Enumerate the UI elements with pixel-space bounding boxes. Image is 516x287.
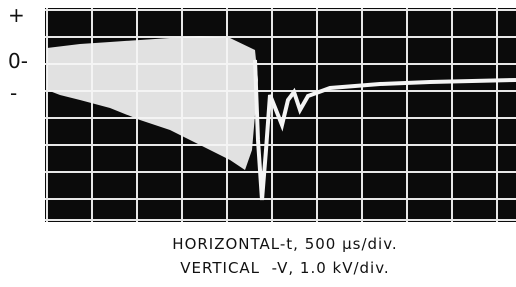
minus-label: - bbox=[10, 81, 17, 105]
zero-label: 0- bbox=[8, 49, 28, 73]
scope-screen bbox=[45, 8, 516, 222]
plus-label: + bbox=[8, 3, 25, 27]
figure: + 0- - HORIZONTAL-t, 500 µs/div. VERTICA… bbox=[0, 0, 516, 287]
caption-line: HORIZONTAL-t, 500 µs/div. bbox=[172, 235, 397, 253]
caption-line: VERTICAL -V, 1.0 kV/div. bbox=[180, 259, 389, 277]
